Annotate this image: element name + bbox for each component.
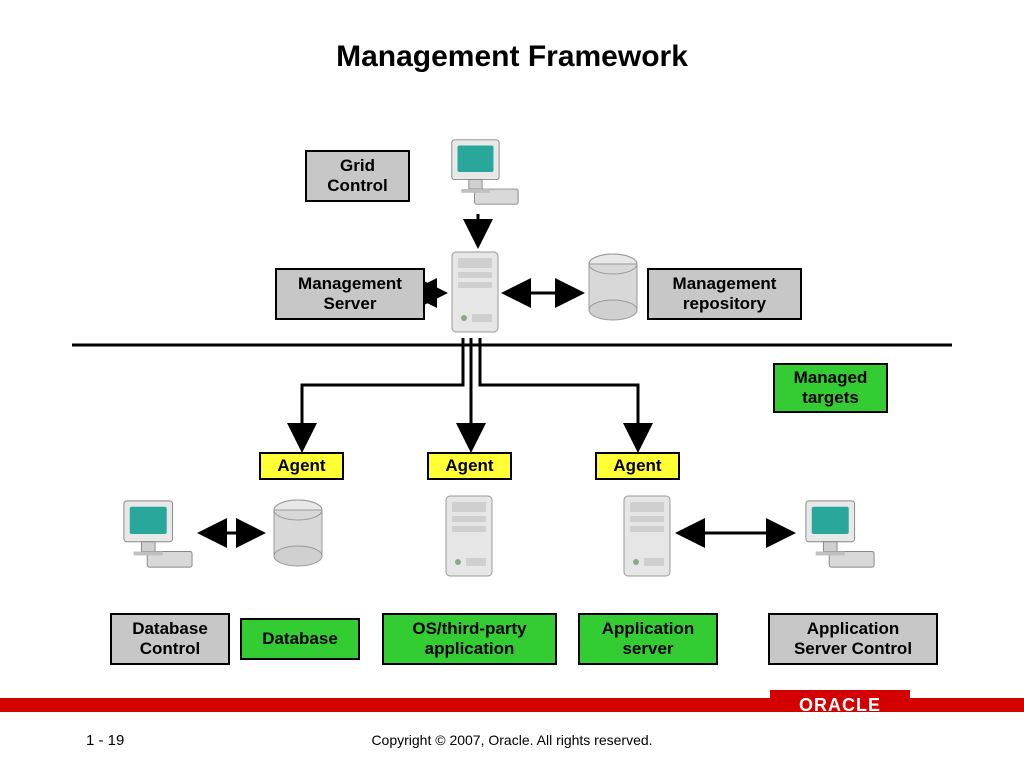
slide-stage: Management Framework GridControl Manageme… <box>0 0 1024 768</box>
box-app_server: Applicationserver <box>578 613 718 665</box>
box-agent2: Agent <box>427 452 512 480</box>
box-grid_control: GridControl <box>305 150 410 202</box>
box-db_control: DatabaseControl <box>110 613 230 665</box>
box-app_server_ctrl: ApplicationServer Control <box>768 613 938 665</box>
box-agent3: Agent <box>595 452 680 480</box>
box-database: Database <box>240 618 360 660</box>
copyright: Copyright © 2007, Oracle. All rights res… <box>0 732 1024 748</box>
box-managed_targets: Managedtargets <box>773 363 888 413</box>
box-agent1: Agent <box>259 452 344 480</box>
box-mgmt_repo: Managementrepository <box>647 268 802 320</box>
box-mgmt_server: ManagementServer <box>275 268 425 320</box>
box-os_app: OS/third-partyapplication <box>382 613 557 665</box>
slide-title: Management Framework <box>0 40 1024 74</box>
